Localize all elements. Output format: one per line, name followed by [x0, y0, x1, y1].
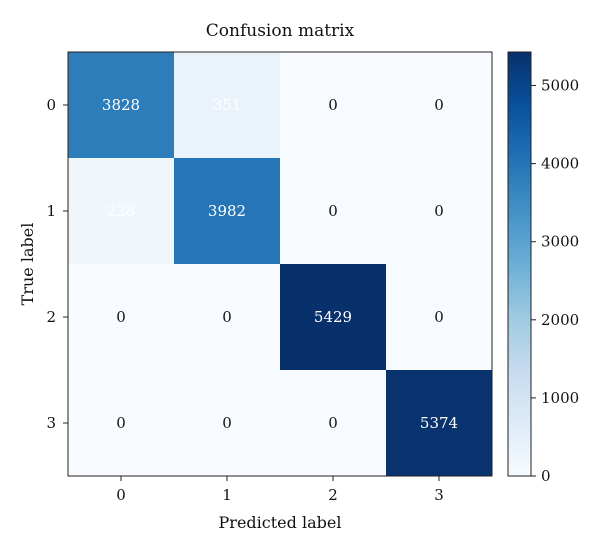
- x-axis-ticks: 0 1 2 3: [116, 476, 444, 504]
- colorbar-ticks: 0 1000 2000 3000 4000 5000: [531, 77, 579, 485]
- cell-value-label: 0: [328, 414, 338, 432]
- colorbar-tick-label: 5000: [541, 77, 579, 95]
- cell-value-label: 5374: [420, 414, 458, 432]
- heatmap-cell: [386, 264, 492, 370]
- heatmap-cell: [68, 158, 174, 264]
- cell-value-label: 0: [222, 308, 232, 326]
- heatmap-cell: [68, 264, 174, 370]
- cell-value-label: 351: [213, 96, 242, 114]
- x-tick-label: 3: [434, 486, 444, 504]
- x-tick-label: 0: [116, 486, 126, 504]
- colorbar-tick-label: 4000: [541, 155, 579, 173]
- chart-title: Confusion matrix: [206, 21, 355, 41]
- cell-value-label: 5429: [314, 308, 352, 326]
- cell-value-label: 0: [116, 308, 126, 326]
- plot-frame: [67, 51, 493, 477]
- cell-value-label: 3828: [102, 96, 140, 114]
- colorbar-tick-label: 2000: [541, 311, 579, 329]
- x-axis-label: Predicted label: [219, 513, 342, 532]
- cell-value-label: 0: [434, 202, 444, 220]
- heatmap-cell: [174, 158, 280, 264]
- y-tick-label: 3: [46, 414, 56, 432]
- x-tick-label: 2: [328, 486, 338, 504]
- cell-value-label: 3982: [208, 202, 246, 220]
- heatmap-cell: [68, 370, 174, 476]
- y-tick-label: 1: [46, 202, 56, 220]
- heatmap-cell: [280, 158, 386, 264]
- colorbar-tick-label: 3000: [541, 233, 579, 251]
- colorbar-tick-label: 1000: [541, 389, 579, 407]
- heatmap-cell: [386, 158, 492, 264]
- heatmap-cell: [174, 264, 280, 370]
- cell-value-label: 0: [222, 414, 232, 432]
- x-tick-label: 1: [222, 486, 232, 504]
- colorbar-tick-label: 0: [541, 467, 551, 485]
- heatmap-cells: 3828 351 0 0 228 3982 0 0 0 0 5429 0 0 0 0 5374: [68, 52, 492, 476]
- heatmap-cell: [386, 370, 492, 476]
- cell-value-label: 0: [434, 308, 444, 326]
- heatmap-cell: [280, 52, 386, 158]
- heatmap-cell: [174, 370, 280, 476]
- y-tick-label: 0: [46, 96, 56, 114]
- y-axis-label: True label: [18, 223, 37, 306]
- y-tick-label: 2: [46, 308, 56, 326]
- heatmap-cell: [174, 52, 280, 158]
- cell-value-label: 0: [328, 202, 338, 220]
- colorbar: [507, 51, 532, 477]
- heatmap-cell: [68, 52, 174, 158]
- heatmap-cell: [386, 52, 492, 158]
- cell-value-label: 228: [107, 202, 136, 220]
- heatmap-cell: [280, 370, 386, 476]
- y-axis-ticks: 0 1 2 3: [46, 96, 68, 432]
- cell-value-label: 0: [116, 414, 126, 432]
- cell-value-label: 0: [328, 96, 338, 114]
- cell-value-label: 0: [434, 96, 444, 114]
- heatmap-cell: [280, 264, 386, 370]
